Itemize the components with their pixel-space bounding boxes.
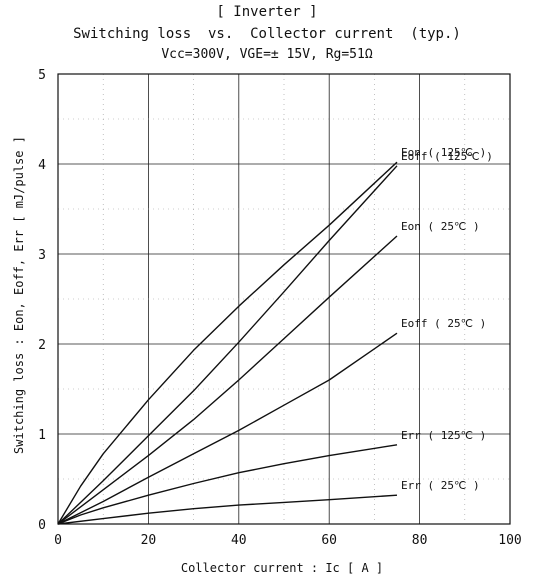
y-tick-label: 2 (38, 338, 46, 353)
series-lines (57, 161, 398, 525)
x-axis-label: Collector current : Ic [ A ] (181, 561, 383, 575)
y-tick-label: 3 (38, 248, 46, 263)
axes: 0 20 40 60 80 100 0 1 2 3 4 5 (38, 68, 522, 548)
series-line-1 (57, 165, 398, 525)
series-label-1: Eoff ( 125℃ ) (401, 150, 493, 163)
series-line-3 (57, 332, 398, 525)
x-tick-label: 80 (412, 533, 428, 548)
chart-conditions: Vcc=300V, VGE=± 15V, Rg=51Ω (161, 47, 373, 62)
y-tick-label: 1 (38, 428, 46, 443)
x-tick-label: 40 (231, 533, 247, 548)
series-label-0: Eon ( 125℃ ) (401, 146, 486, 159)
series-label-2: Eon ( 25℃ ) (401, 220, 480, 233)
plot-frame (57, 73, 511, 525)
x-tick-label: 0 (54, 533, 62, 548)
series-line-5 (57, 494, 398, 525)
grid (58, 74, 510, 524)
series-label-3: Eoff ( 25℃ ) (401, 317, 486, 330)
series-labels: Eon ( 125℃ )Eoff ( 125℃ ) Eon ( 25℃ ) Eoff… (401, 146, 493, 492)
series-line-4 (57, 444, 398, 525)
y-tick-label: 5 (38, 68, 46, 83)
chart-title: [ Inverter ] (216, 4, 318, 20)
series-line-2 (57, 235, 398, 525)
chart-subtitle: Switching loss vs. Collector current (ty… (73, 26, 461, 42)
series-label-5: Err ( 25℃ ) (401, 479, 480, 492)
series-line-0 (57, 161, 398, 525)
x-tick-label: 100 (498, 533, 521, 548)
x-tick-label: 20 (141, 533, 157, 548)
y-tick-label: 0 (38, 518, 46, 533)
x-tick-label: 60 (321, 533, 337, 548)
series-label-4: Err ( 125℃ ) (401, 429, 486, 442)
y-axis-label: Switching loss : Eon, Eoff, Err [ mJ/pul… (12, 136, 26, 454)
y-tick-label: 4 (38, 158, 46, 173)
